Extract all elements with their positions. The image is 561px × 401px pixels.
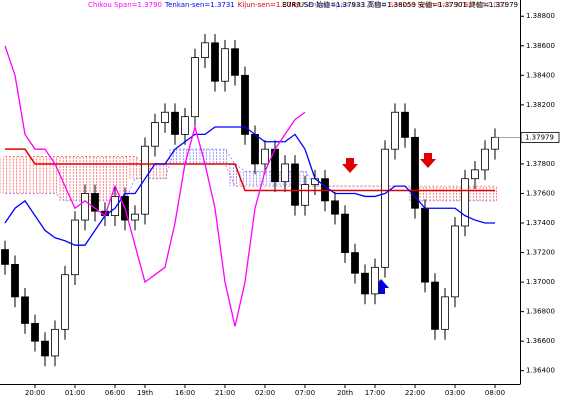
candle-body — [41, 340, 49, 357]
candle-body — [91, 193, 99, 212]
x-tick-label: 07:00 — [295, 389, 315, 397]
candle-body — [211, 42, 219, 82]
y-tick-label: 1.36600 — [526, 337, 555, 345]
x-tick-label: 20th — [337, 389, 353, 397]
candle-body — [471, 169, 479, 180]
current-price-label: 1.37979 — [525, 134, 554, 142]
candle-body — [221, 48, 229, 82]
candle-body — [171, 111, 179, 135]
candle-body — [431, 281, 439, 330]
legend-entry: Tenkan-sen=1.3731 — [164, 1, 235, 9]
x-tick-label: 21:00 — [215, 389, 235, 397]
price-box — [520, 132, 560, 143]
x-tick-label: 03:00 — [445, 389, 465, 397]
legend-entry: Chikou Span=1.3790 — [88, 1, 162, 9]
sell-arrow — [342, 158, 358, 173]
candle-body — [81, 193, 89, 221]
x-tick-label: 08:00 — [485, 389, 505, 397]
y-tick-label: 1.38600 — [526, 42, 555, 50]
candle-body — [71, 219, 79, 276]
candle-body — [31, 323, 39, 342]
y-tick-label: 1.36800 — [526, 308, 555, 316]
candle-body — [381, 148, 389, 268]
y-tick-label: 1.38800 — [526, 12, 555, 20]
candle-body — [391, 111, 399, 150]
candle-body — [281, 163, 289, 183]
candle-body — [261, 148, 269, 165]
x-tick-label: 16:00 — [175, 389, 195, 397]
candle-body — [11, 263, 19, 298]
candle-body — [181, 116, 189, 135]
candle-body — [301, 184, 309, 206]
legend-entry: Kijun-sen=1.3749 — [238, 1, 301, 9]
indicator-line — [4, 45, 306, 327]
candle-body — [311, 178, 319, 186]
candle-body — [361, 272, 369, 295]
x-tick-label: 02:00 — [255, 389, 275, 397]
x-tick-label: 19th — [137, 389, 153, 397]
candle-body — [131, 213, 139, 221]
x-tick-label: 01:00 — [65, 389, 85, 397]
y-tick-label: 1.37800 — [526, 160, 555, 168]
y-tick-label: 1.37200 — [526, 249, 555, 257]
x-tick-label: 17:00 — [365, 389, 385, 397]
candle-body — [441, 296, 449, 330]
candle-body — [111, 196, 119, 217]
candle-body — [61, 274, 69, 330]
sell-arrow — [420, 153, 436, 168]
candle-body — [21, 296, 29, 324]
x-tick-label: 22:00 — [405, 389, 425, 397]
x-tick-label: 20:00 — [25, 389, 45, 397]
indicator-line — [4, 126, 495, 246]
candle-body — [481, 148, 489, 171]
candle-body — [161, 111, 169, 123]
y-tick-label: 1.38400 — [526, 71, 555, 79]
legend-entry: Senkou Span A=1.3740 — [303, 1, 386, 9]
candle-body — [411, 136, 419, 209]
candle-body — [371, 266, 379, 295]
y-tick-label: 1.37000 — [526, 278, 555, 286]
legend-entry: Senkou Span B=1.3762 — [389, 1, 472, 9]
chart-title: EUR/USD 始値=1.37933 高値=1.38059 安値=1.37901… — [282, 0, 518, 9]
candle-body — [1, 249, 9, 265]
chart-subtitle: 9.26.52.000 — [464, 1, 506, 9]
candle-body — [401, 111, 409, 138]
indicator-line — [5, 148, 495, 192]
y-tick-label: 1.37600 — [526, 189, 555, 197]
candle-body — [331, 200, 339, 215]
candle-body — [491, 136, 499, 150]
candle-body — [421, 207, 429, 283]
candle-body — [291, 163, 299, 206]
candle-body — [251, 133, 259, 165]
candle-body — [241, 74, 249, 135]
x-tick-label: 06:00 — [105, 389, 125, 397]
candle-body — [231, 48, 239, 76]
candle-body — [351, 252, 359, 274]
candle-body — [151, 122, 159, 147]
y-tick-label: 1.37400 — [526, 219, 555, 227]
candle-body — [51, 328, 59, 357]
candle-body — [191, 57, 199, 118]
candle-body — [461, 178, 469, 227]
candle-body — [201, 42, 209, 58]
candle-body — [341, 213, 349, 253]
y-tick-label: 1.36400 — [526, 367, 555, 375]
candle-body — [451, 225, 459, 298]
candle-body — [141, 145, 149, 215]
legend: Chikou Span=1.3790 Tenkan-sen=1.3731 Kijun… — [88, 1, 472, 9]
y-tick-label: 1.38200 — [526, 101, 555, 109]
